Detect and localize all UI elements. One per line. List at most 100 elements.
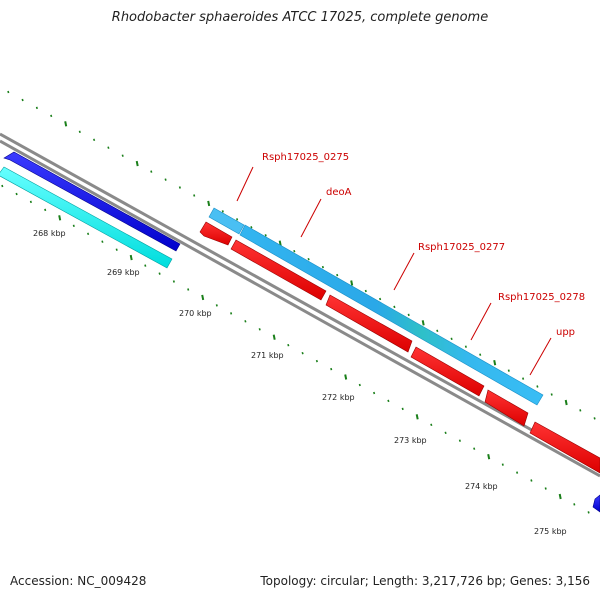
- inner-track-major-tick: [558, 493, 562, 500]
- outer-track-minor-tick: [121, 154, 124, 157]
- kbp-label-271: 271 kbp: [251, 351, 284, 360]
- kbp-label-269: 269 kbp: [107, 268, 140, 277]
- leader-rsph17025-0277: [393, 252, 415, 291]
- outer-track-minor-tick: [78, 130, 81, 134]
- outer-track-minor-tick: [50, 114, 53, 118]
- backbone-line-lower: [0, 139, 600, 478]
- outer-track-minor-tick: [379, 297, 382, 301]
- outer-track-minor-tick: [164, 178, 167, 181]
- gene-red-rsph17025-0275[interactable]: [199, 221, 233, 246]
- cds-band-deoA-to-upp[interactable]: [239, 224, 544, 406]
- outer-track-major-tick: [493, 360, 497, 366]
- outer-track-minor-tick: [522, 377, 525, 380]
- inner-track-minor-tick: [172, 280, 175, 283]
- outer-track-minor-tick: [93, 138, 96, 142]
- inner-track-minor-tick: [501, 463, 504, 466]
- gene-blue-downstream[interactable]: [592, 494, 600, 513]
- inner-track-major-tick: [487, 454, 491, 460]
- outer-track-minor-tick: [436, 329, 439, 333]
- outer-track-major-tick: [207, 200, 211, 207]
- inner-track-major-tick: [201, 294, 205, 301]
- kbp-label-275: 275 kbp: [534, 527, 567, 536]
- inner-track-minor-tick: [444, 431, 447, 435]
- inner-track-minor-tick: [373, 391, 376, 395]
- outer-track-minor-tick: [464, 345, 467, 348]
- inner-track-minor-tick: [101, 240, 104, 243]
- inner-track-minor-tick: [530, 479, 533, 482]
- inner-track-minor-tick: [301, 351, 304, 355]
- inner-track-minor-tick: [573, 503, 576, 506]
- gene-cyan-forward[interactable]: [0, 166, 173, 269]
- outer-track-major-tick: [278, 240, 282, 246]
- outer-track-minor-tick: [7, 90, 10, 94]
- inner-track-minor-tick: [144, 264, 147, 267]
- outer-track-minor-tick: [336, 273, 339, 277]
- inner-track-minor-tick: [358, 383, 361, 387]
- leader-rsph17025-0275: [236, 166, 254, 202]
- leader-rsph17025-0278: [470, 302, 492, 341]
- inner-track-minor-tick: [430, 423, 433, 427]
- gene-red-rsph17025-0278[interactable]: [410, 346, 485, 397]
- leader-deoA: [300, 198, 322, 238]
- outer-track-minor-tick: [507, 369, 510, 372]
- kbp-label-268: 268 kbp: [33, 229, 66, 238]
- inner-track-minor-tick: [1, 184, 4, 188]
- cds-band-rsph17025-0275[interactable]: [208, 207, 245, 235]
- inner-track-major-tick: [415, 414, 419, 420]
- gene-blue-forward[interactable]: [3, 151, 181, 252]
- outer-track-minor-tick: [107, 146, 110, 149]
- outer-track-minor-tick: [150, 170, 153, 173]
- inner-track-minor-tick: [87, 232, 90, 236]
- outer-track-minor-tick: [236, 218, 239, 221]
- inner-track-major-tick: [272, 334, 276, 340]
- outer-track-minor-tick: [264, 234, 267, 237]
- gene-red-downstream[interactable]: [529, 421, 600, 474]
- kbp-label-270: 270 kbp: [179, 309, 212, 318]
- backbone-line-upper: [0, 132, 600, 470]
- inner-track-minor-tick: [44, 208, 47, 212]
- outer-track-minor-tick: [393, 305, 396, 309]
- outer-track-minor-tick: [479, 353, 482, 356]
- tick-track-inner: [1, 184, 590, 514]
- kbp-label-274: 274 kbp: [465, 482, 498, 491]
- gene-red-deoA[interactable]: [230, 239, 327, 301]
- outer-track-minor-tick: [293, 249, 296, 253]
- leader-upp: [529, 337, 552, 376]
- inner-track-minor-tick: [244, 320, 247, 323]
- outer-track-major-tick: [350, 280, 354, 286]
- outer-track-minor-tick: [579, 409, 582, 412]
- inner-track-minor-tick: [115, 248, 118, 251]
- gene-red-upp[interactable]: [484, 389, 529, 427]
- gene-label-rsph17025-0275[interactable]: Rsph17025_0275: [262, 152, 349, 163]
- inner-track-minor-tick: [587, 511, 590, 514]
- kbp-label-272: 272 kbp: [322, 393, 355, 402]
- outer-track-minor-tick: [221, 210, 224, 213]
- outer-track-minor-tick: [307, 257, 310, 261]
- outer-track-minor-tick: [193, 194, 196, 197]
- outer-track-minor-tick: [593, 417, 596, 420]
- outer-track-major-tick: [64, 121, 68, 127]
- inner-track-minor-tick: [287, 343, 290, 347]
- inner-track-minor-tick: [230, 312, 233, 315]
- genome-summary-text: Topology: circular; Length: 3,217,726 bp…: [260, 574, 590, 588]
- inner-track-minor-tick: [158, 272, 161, 275]
- gene-red-rsph17025-0277[interactable]: [325, 294, 413, 353]
- gene-label-rsph17025-0277[interactable]: Rsph17025_0277: [418, 242, 505, 253]
- outer-track-minor-tick: [536, 385, 539, 388]
- inner-track-minor-tick: [72, 224, 75, 228]
- outer-track-minor-tick: [550, 393, 553, 396]
- inner-track-minor-tick: [544, 487, 547, 490]
- inner-track-minor-tick: [15, 192, 18, 196]
- outer-track-minor-tick: [21, 98, 24, 102]
- gene-label-rsph17025-0278[interactable]: Rsph17025_0278: [498, 292, 585, 303]
- gene-label-deoA[interactable]: deoA: [326, 187, 352, 198]
- outer-track-minor-tick: [178, 186, 181, 189]
- tick-track-outer: [7, 90, 596, 420]
- inner-track-minor-tick: [387, 399, 390, 403]
- gene-label-upp[interactable]: upp: [556, 327, 575, 338]
- inner-track-minor-tick: [473, 447, 476, 450]
- outer-track-major-tick: [564, 399, 568, 406]
- outer-track-minor-tick: [450, 337, 453, 341]
